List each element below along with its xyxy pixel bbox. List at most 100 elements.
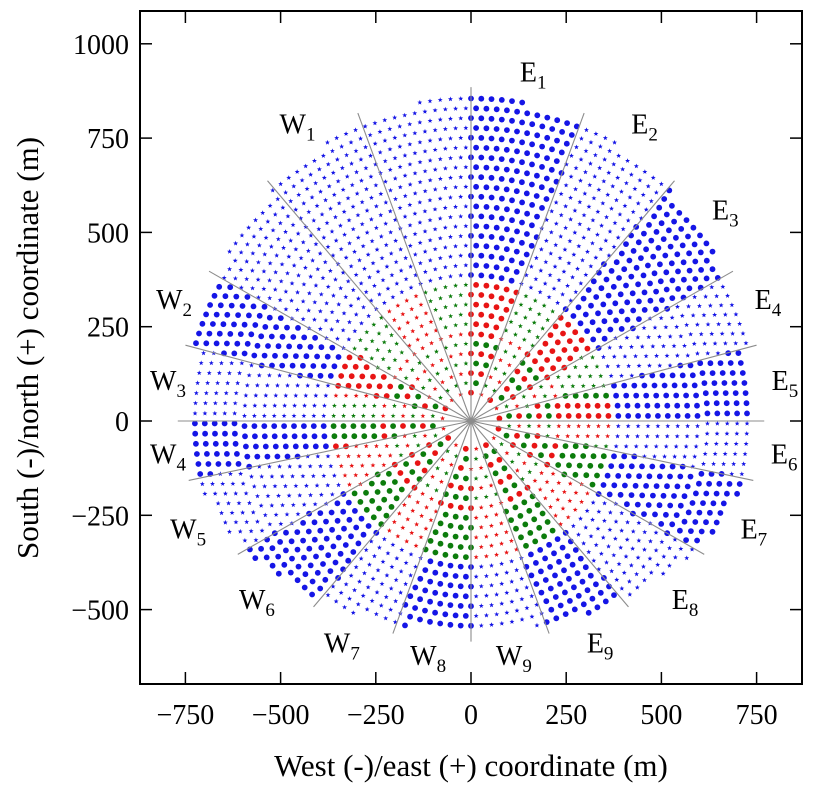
heliostat-marker bbox=[569, 153, 574, 158]
heliostat-marker bbox=[227, 249, 232, 254]
heliostat-marker bbox=[334, 517, 341, 524]
heliostat-marker bbox=[562, 611, 569, 617]
heliostat-marker bbox=[427, 618, 433, 625]
heliostat-marker bbox=[674, 402, 681, 409]
heliostat-marker bbox=[458, 213, 464, 219]
heliostat-marker bbox=[376, 383, 383, 390]
heliostat-marker bbox=[394, 393, 400, 399]
heliostat-marker bbox=[373, 225, 379, 230]
heliostat-marker bbox=[331, 192, 337, 197]
heliostat-marker bbox=[722, 390, 729, 396]
heliostat-marker bbox=[577, 320, 584, 327]
heliostat-marker bbox=[410, 328, 416, 334]
heliostat-marker bbox=[269, 502, 275, 508]
heliostat-marker bbox=[381, 496, 388, 503]
heliostat-marker bbox=[402, 173, 408, 178]
heliostat-marker bbox=[669, 295, 676, 301]
heliostat-marker bbox=[567, 481, 573, 486]
heliostat-marker bbox=[271, 413, 277, 418]
heliostat-marker bbox=[338, 373, 345, 379]
heliostat-marker bbox=[714, 293, 720, 299]
heliostat-marker bbox=[606, 543, 611, 549]
heliostat-marker bbox=[216, 370, 222, 376]
heliostat-marker bbox=[493, 205, 500, 211]
heliostat-marker bbox=[448, 234, 453, 239]
heliostat-marker bbox=[321, 235, 327, 240]
heliostat-marker bbox=[303, 393, 309, 398]
heliostat-marker bbox=[582, 311, 589, 318]
heliostat-marker bbox=[625, 158, 631, 163]
heliostat-marker bbox=[615, 473, 622, 479]
heliostat-marker bbox=[269, 473, 275, 479]
heliostat-marker bbox=[428, 319, 434, 324]
heliostat-marker bbox=[360, 413, 366, 418]
heliostat-marker bbox=[558, 149, 565, 156]
heliostat-marker bbox=[325, 161, 331, 167]
heliostat-marker bbox=[367, 274, 372, 280]
heliostat-marker bbox=[494, 552, 499, 557]
heliostat-marker bbox=[302, 265, 308, 270]
heliostat-marker bbox=[607, 527, 613, 532]
heliostat-marker bbox=[524, 605, 530, 611]
heliostat-marker bbox=[458, 253, 464, 258]
heliostat-marker bbox=[598, 285, 605, 292]
heliostat-marker bbox=[302, 403, 307, 408]
heliostat-marker bbox=[392, 155, 398, 161]
heliostat-marker bbox=[719, 331, 725, 336]
heliostat-marker bbox=[273, 269, 279, 275]
heliostat-marker bbox=[711, 461, 716, 466]
heliostat-marker bbox=[227, 266, 232, 272]
heliostat-marker bbox=[309, 591, 315, 598]
heliostat-marker bbox=[422, 208, 428, 214]
heliostat-marker bbox=[387, 383, 394, 390]
heliostat-marker bbox=[576, 532, 581, 537]
heliostat-marker bbox=[646, 222, 652, 228]
heliostat-marker bbox=[549, 126, 556, 132]
heliostat-marker bbox=[427, 197, 433, 203]
heliostat-marker bbox=[703, 240, 710, 247]
heliostat-marker bbox=[347, 482, 352, 487]
heliostat-marker bbox=[205, 380, 211, 386]
heliostat-marker bbox=[493, 145, 500, 152]
heliostat-marker bbox=[473, 105, 479, 112]
heliostat-marker bbox=[206, 330, 213, 337]
heliostat-marker bbox=[270, 187, 276, 193]
heliostat-marker bbox=[442, 531, 449, 538]
heliostat-marker bbox=[259, 473, 265, 479]
heliostat-marker bbox=[458, 115, 464, 121]
heliostat-marker bbox=[391, 519, 397, 525]
heliostat-marker bbox=[603, 443, 609, 449]
heliostat-marker bbox=[491, 435, 497, 441]
heliostat-marker bbox=[402, 193, 408, 199]
heliostat-marker bbox=[335, 318, 341, 324]
heliostat-marker bbox=[705, 420, 710, 426]
heliostat-marker bbox=[429, 340, 434, 346]
heliostat-marker bbox=[636, 298, 642, 305]
heliostat-marker bbox=[300, 473, 306, 479]
heliostat-marker bbox=[597, 143, 603, 149]
heliostat-marker bbox=[333, 214, 338, 220]
heliostat-marker bbox=[606, 491, 613, 498]
heliostat-marker bbox=[300, 537, 306, 544]
heliostat-marker bbox=[695, 423, 700, 429]
heliostat-marker bbox=[499, 541, 504, 546]
sector-boundary-line bbox=[357, 112, 472, 422]
sector-label: W1 bbox=[280, 109, 316, 145]
heliostat-marker bbox=[594, 232, 600, 237]
heliostat-marker bbox=[528, 242, 535, 249]
heliostat-marker bbox=[269, 545, 276, 552]
heliostat-marker bbox=[422, 188, 428, 194]
heliostat-marker bbox=[278, 278, 284, 284]
heliostat-marker bbox=[736, 481, 743, 487]
heliostat-marker bbox=[601, 354, 606, 360]
heliostat-marker bbox=[427, 578, 434, 585]
heliostat-marker bbox=[504, 590, 510, 595]
heliostat-marker bbox=[744, 410, 750, 417]
heliostat-marker bbox=[660, 236, 667, 243]
heliostat-marker bbox=[692, 519, 699, 525]
heliostat-marker bbox=[335, 336, 340, 341]
heliostat-marker bbox=[513, 525, 519, 532]
heliostat-marker bbox=[319, 211, 325, 217]
heliostat-marker bbox=[566, 260, 572, 266]
heliostat-marker bbox=[413, 564, 419, 569]
